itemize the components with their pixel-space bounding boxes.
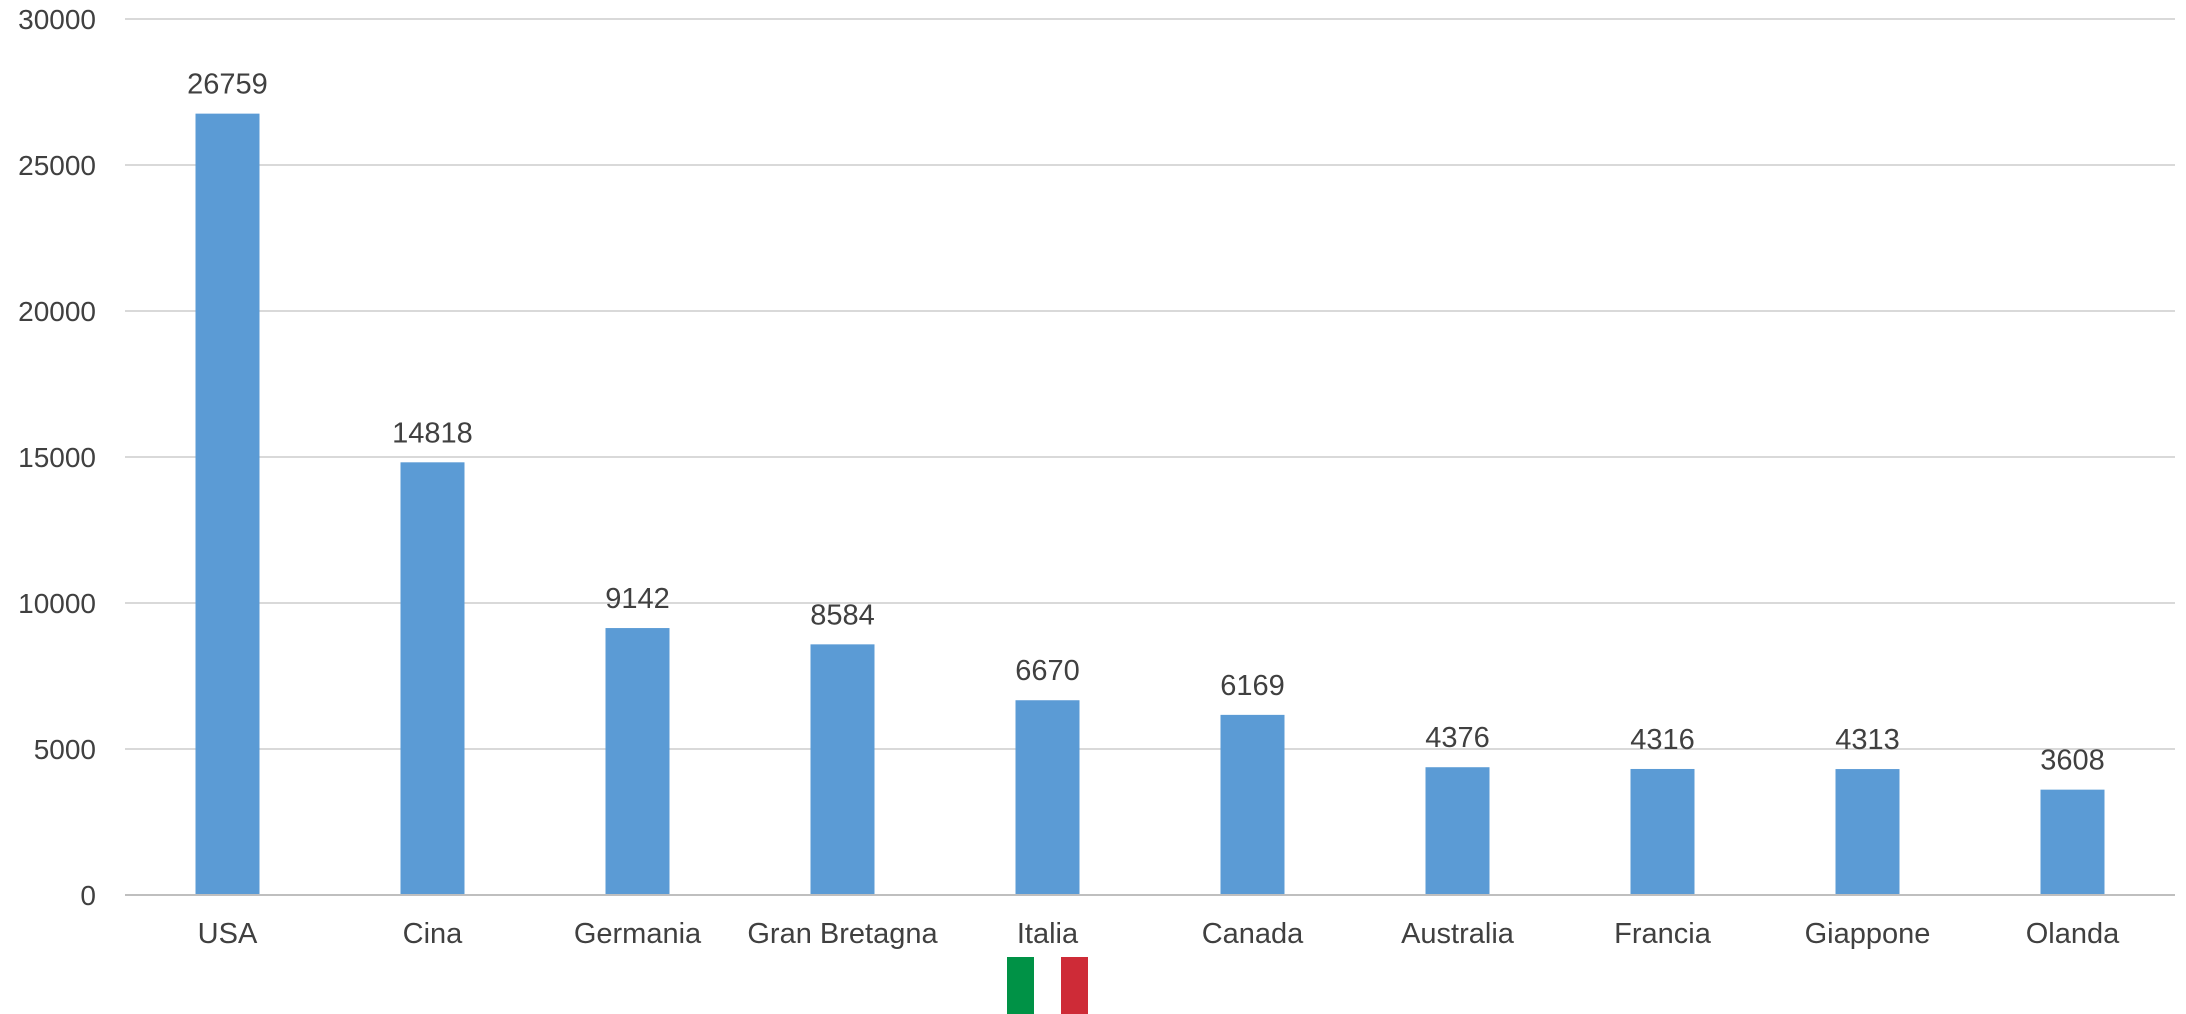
data-label: 6670: [1015, 655, 1080, 687]
bar-giappone: [1835, 769, 1900, 895]
y-tick-label: 15000: [18, 442, 96, 473]
flag-stripe: [1061, 957, 1088, 1014]
y-tick-label: 25000: [18, 150, 96, 181]
x-category-label: Italia: [1017, 918, 1079, 950]
bar-italia: [1015, 700, 1080, 895]
italy-flag-icon: [1007, 957, 1088, 1014]
x-category-label: Australia: [1401, 918, 1515, 950]
x-category-label: Germania: [574, 918, 702, 950]
bar-australia: [1425, 767, 1490, 895]
data-label: 8584: [810, 599, 875, 631]
data-label: 6169: [1220, 670, 1285, 702]
bar-cina: [400, 462, 465, 895]
data-label: 9142: [605, 583, 670, 615]
bar-olanda: [2040, 789, 2105, 895]
x-category-label: Francia: [1614, 918, 1712, 950]
bar-gran-bretagna: [810, 644, 875, 895]
y-tick-label: 5000: [34, 734, 96, 765]
y-tick-label: 0: [80, 880, 96, 911]
y-tick-label: 30000: [18, 4, 96, 35]
x-category-label: Olanda: [2026, 918, 2120, 950]
gridlines: [125, 18, 2175, 750]
x-axis-category-labels: USA Cina Germania Gran Bretagna Italia Canada…: [198, 918, 2120, 950]
x-category-label: Cina: [403, 918, 464, 950]
bar-germania: [605, 628, 670, 895]
bar-canada: [1220, 714, 1285, 895]
x-category-label: Canada: [1202, 918, 1304, 950]
y-tick-label: 10000: [18, 588, 96, 619]
x-category-label: Gran Bretagna: [747, 918, 938, 950]
x-category-label: USA: [198, 918, 258, 950]
y-axis-tick-labels: 0 5000 10000 15000 20000 25000 30000: [18, 4, 96, 911]
data-labels: 26759 14818 9142 8584 6670 6169 4376 4316 4313 36…: [187, 69, 2105, 777]
data-label: 4376: [1425, 722, 1490, 754]
flag-stripe: [1007, 957, 1034, 1014]
bar-usa: [195, 113, 260, 895]
bar-francia: [1630, 768, 1695, 895]
data-label: 4316: [1630, 724, 1695, 756]
bars: [195, 113, 2105, 895]
data-label: 14818: [392, 417, 473, 449]
data-label: 4313: [1835, 724, 1900, 756]
flag-stripe: [1034, 957, 1061, 1014]
data-label: 3608: [2040, 745, 2105, 777]
data-label: 26759: [187, 69, 268, 101]
y-tick-label: 20000: [18, 296, 96, 327]
x-category-label: Giappone: [1805, 918, 1931, 950]
